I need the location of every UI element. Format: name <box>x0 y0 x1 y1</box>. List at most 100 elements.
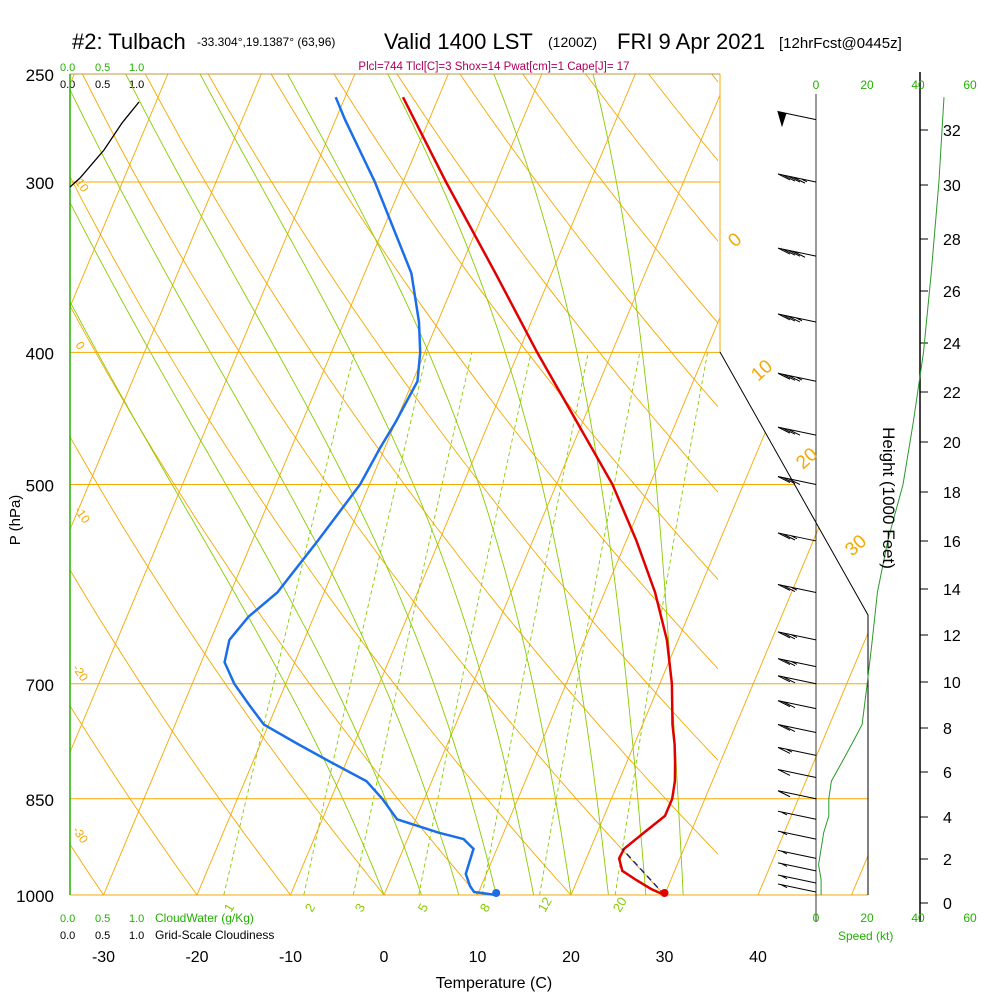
height-tick-label: 12 <box>943 628 961 645</box>
wind-barb <box>777 372 817 382</box>
wind-barb <box>777 110 817 128</box>
speed-label: Speed (kt) <box>838 929 893 943</box>
wind-barb <box>777 810 817 820</box>
dry-adiabat-line <box>270 74 718 670</box>
cloud-scale-top-green-0: 0.0 <box>60 62 75 74</box>
mixing-ratio-label: 5 <box>415 901 432 915</box>
station-title: #2: Tulbach <box>72 29 186 54</box>
isotherm-label: 30 <box>841 531 871 561</box>
height-tick-label: 14 <box>943 582 961 599</box>
wind-barb <box>777 723 817 733</box>
grid-labels: 25030040050070085010000102030100-10-20-3… <box>16 66 871 915</box>
isotherm-line <box>757 74 868 895</box>
temperature-tick-label: 30 <box>656 949 674 966</box>
chart-right-boundary <box>719 351 869 895</box>
mixing-ratio-label: 12 <box>535 894 555 914</box>
x-axis-title: Temperature (C) <box>436 975 552 992</box>
mixing-ratio-line <box>481 352 589 895</box>
valid-time: Valid 1400 LST <box>384 29 533 54</box>
axis-ticks: -30 -20 -10 0 10 20 30 400246810121416182022242… <box>92 78 977 966</box>
mixing-ratio-line <box>303 352 428 895</box>
cloudwater-scale-0: 0.0 <box>60 913 75 925</box>
height-tick-label: 2 <box>943 852 952 869</box>
cloudwater-scale-2: 1.0 <box>129 913 144 925</box>
isotherm-label: 0 <box>724 229 746 252</box>
height-axis-title: Height (1000 Feet) <box>879 427 898 569</box>
forecast-date: FRI 9 Apr 2021 <box>617 29 765 54</box>
cloudiness-scale-1: 0.5 <box>95 930 110 942</box>
dry-adiabat-line <box>70 704 198 895</box>
height-tick-label: 28 <box>943 232 961 249</box>
wind-barb <box>777 675 817 685</box>
wind-barb <box>777 700 817 710</box>
temperature-tick-label: 0 <box>380 949 389 966</box>
mixing-ratio-line <box>539 352 641 895</box>
height-tick-label: 24 <box>943 336 961 353</box>
cloud-scale-top-green-1: 0.5 <box>95 62 110 74</box>
height-tick-label: 22 <box>943 385 961 402</box>
temperature-profile <box>401 96 677 897</box>
speed-scale-bottom-label: 20 <box>860 911 874 925</box>
speed-scale-bottom-label: 0 <box>813 911 820 925</box>
height-tick-label: 4 <box>943 810 952 827</box>
wind-barb <box>777 849 817 859</box>
height-tick-label: 6 <box>943 765 952 782</box>
dry-adiabat-line <box>333 74 718 581</box>
wind-barb <box>777 532 817 542</box>
pressure-label: 300 <box>26 174 54 193</box>
utc-time: (1200Z) <box>548 34 597 50</box>
temperature-tick-label: 10 <box>469 949 487 966</box>
wind-barb <box>777 313 817 323</box>
surface-dewpoint-dot <box>492 889 501 897</box>
cloudiness-scale-2: 1.0 <box>129 930 144 942</box>
wind-speed-line <box>818 97 945 895</box>
height-tick-label: 10 <box>943 675 961 692</box>
stability-indices: Plcl=744 Tlcl[C]=3 Shox=14 Pwat[cm]=1 Ca… <box>358 61 629 73</box>
wind-barb <box>777 874 817 884</box>
wind-barb <box>777 476 817 486</box>
wind-barb <box>777 883 817 893</box>
height-tick-label: 32 <box>943 123 961 140</box>
station-coords: -33.304°,19.1387° (63,96) <box>197 35 335 49</box>
moist-adiabat-line <box>70 201 422 895</box>
cloud-scale-top-black-0: 0.0 <box>60 79 75 91</box>
dry-adiabat-line <box>70 569 291 895</box>
profiles <box>69 96 677 897</box>
mixing-ratio-line <box>614 352 709 895</box>
pressure-label: 500 <box>26 477 54 496</box>
wind-barb <box>777 830 817 840</box>
wind-barb <box>777 426 817 436</box>
cloudiness-scale-0: 0.0 <box>60 930 75 942</box>
moist-adiabat-line <box>493 74 647 895</box>
dry-adiabat-line <box>70 435 385 895</box>
moist-adiabat-line <box>199 74 535 895</box>
cloud-scale-top-black-1: 0.5 <box>95 79 110 91</box>
moist-adiabat-line <box>125 74 497 895</box>
dry-adiabat-line <box>522 74 718 324</box>
height-tick-label: 8 <box>943 721 952 738</box>
mixing-ratio-line <box>418 352 532 895</box>
wind-barb <box>777 173 817 184</box>
wind-profile <box>818 97 945 895</box>
dry-adiabat-label: 10 <box>73 176 92 195</box>
moist-adiabat-line <box>387 74 609 895</box>
mixing-ratio-line <box>352 352 473 895</box>
pressure-label: 250 <box>26 66 54 85</box>
cloud-scale-top-green-2: 1.0 <box>129 62 144 74</box>
speed-scale-top-label: 40 <box>911 78 925 92</box>
pressure-label: 400 <box>26 344 54 363</box>
cloudwater-scale-1: 0.5 <box>95 913 110 925</box>
mixing-ratio-label: 20 <box>610 894 630 914</box>
height-tick-label: 20 <box>943 435 961 452</box>
temperature-tick-label: -20 <box>185 949 208 966</box>
moist-adiabat-line <box>592 74 684 895</box>
dry-adiabat-line <box>81 74 665 895</box>
temperature-tick-label: 40 <box>749 949 767 966</box>
height-tick-label: 18 <box>943 485 961 502</box>
moist-adiabat-lines <box>70 74 684 895</box>
dry-adiabat-line <box>459 74 718 408</box>
pressure-label: 850 <box>26 791 54 810</box>
wind-barb <box>777 658 817 668</box>
isotherm-label: 20 <box>792 444 822 474</box>
